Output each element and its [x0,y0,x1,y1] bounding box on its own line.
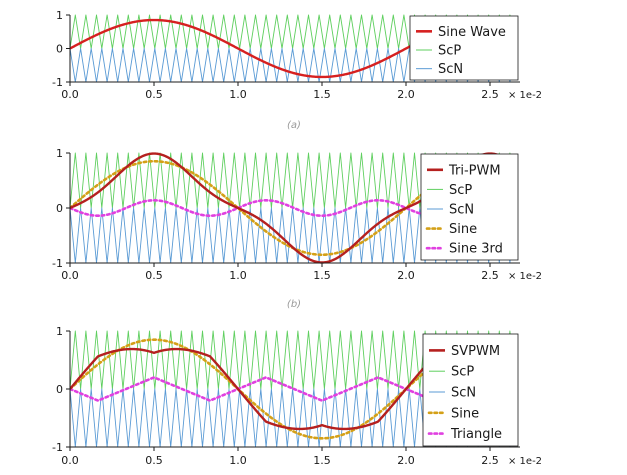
legend-label: ScP [438,44,461,59]
legend-label: ScN [449,203,474,218]
x-tick-label: 2.5 [481,454,499,467]
x-tick-label: 0.5 [145,269,163,282]
legend-label: Sine Wave [438,25,506,40]
x-tick-label: 1.0 [229,454,247,467]
x-tick-label: 2.0 [397,454,415,467]
legend-label: ScP [451,365,474,380]
x-tick-label: 2.5 [481,88,499,101]
x-scale-label: × 1e-2 [508,271,542,282]
x-tick-label: 2.0 [397,88,415,101]
x-tick-label: 2.5 [481,269,499,282]
legend: Tri-PWM ScP ScN Sine Sine 3rd [420,153,519,261]
legend-label: Sine [451,406,479,421]
y-tick-label: 1 [56,147,63,160]
legend-label: Sine 3rd [449,242,503,257]
chart-panel-3: 10-10.0 0.5 1.0 1.5 2.0 2.5 × 1e-2SVPWMScPScNS… [52,325,542,467]
x-scale-label: × 1e-2 [508,456,542,467]
y-tick-label: 0 [56,202,63,215]
x-tick-label: 2.0 [397,269,415,282]
legend-label: Triangle [450,427,502,442]
chart-panel-1: 1 0 -10.0 0.5 1.0 1.5 2.0 2.5 × 1e-2 (a) Sine Wave… [52,9,542,131]
x-scale-label: × 1e-2 [508,90,542,101]
panel-caption: (b) [287,299,301,310]
panel-caption: (a) [287,120,301,131]
x-tick-label: 0.5 [145,454,163,467]
x-tick-label: 0.0 [61,454,79,467]
x-tick-label: 0.5 [145,88,163,101]
x-tick-label: 0.0 [61,88,79,101]
y-tick-label: 1 [56,325,63,338]
chart-panel-2: 1 0 -10.0 0.5 1.0 1.5 2.0 2.5 × 1e-2 (b) Tri-PWM Sc… [52,147,542,310]
legend-box [420,153,519,261]
legend-label: ScN [451,386,476,401]
legend-box [422,333,519,447]
legend-box [409,15,519,81]
x-tick-label: 1.0 [229,269,247,282]
legend-label: Tri-PWM [448,163,501,178]
y-tick-label: -1 [52,257,63,270]
y-tick-label: 0 [56,383,63,396]
legend: Sine Wave ScP ScN [409,15,519,81]
y-tick-label: 0 [56,43,63,56]
x-tick-label: 1.5 [313,269,331,282]
legend-label: Sine [449,222,477,237]
y-tick-label: 1 [56,9,63,22]
x-tick-label: 1.5 [313,454,331,467]
y-tick-label: -1 [52,441,63,454]
legend-label: SVPWM [451,344,500,359]
legend-label: ScP [449,183,472,198]
x-tick-label: 0.0 [61,269,79,282]
y-tick-label: -1 [52,76,63,89]
legend: SVPWM ScP ScN Sine Triangle [422,333,519,447]
x-tick-label: 1.0 [229,88,247,101]
x-tick-label: 1.5 [313,88,331,101]
legend-label: ScN [438,62,463,77]
